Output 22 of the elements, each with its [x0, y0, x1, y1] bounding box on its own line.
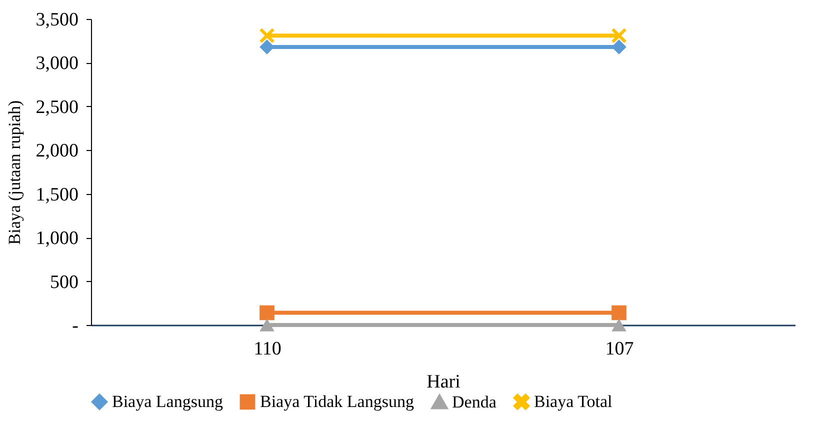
- legend-label: Biaya Langsung: [112, 392, 224, 411]
- y-tick-label: -: [72, 316, 78, 336]
- y-tick-label: 3,000: [36, 53, 78, 74]
- legend-label: Biaya Total: [534, 392, 613, 411]
- point: [260, 40, 274, 54]
- y-tick-label: 1,500: [36, 184, 78, 206]
- y-tick-label: 1,000: [36, 228, 78, 250]
- point: [612, 305, 626, 320]
- y-tick-label: 2,000: [36, 140, 78, 162]
- x-axis-title: Hari: [426, 372, 460, 392]
- point: [612, 40, 626, 54]
- point: [260, 28, 274, 44]
- x-tick-label: 107: [605, 338, 634, 360]
- y-axis-title: Biaya (jutaan rupiah): [4, 100, 24, 245]
- point: [612, 28, 626, 44]
- x-tick-label: 110: [254, 338, 282, 360]
- y-tick-label: 500: [50, 272, 78, 293]
- point: [260, 305, 274, 320]
- y-tick-label: 2,500: [36, 96, 78, 118]
- y-tick-label: 3,500: [36, 10, 78, 30]
- legend-label: Biaya Tidak Langsung: [260, 392, 414, 411]
- legend-label: Denda: [452, 392, 497, 412]
